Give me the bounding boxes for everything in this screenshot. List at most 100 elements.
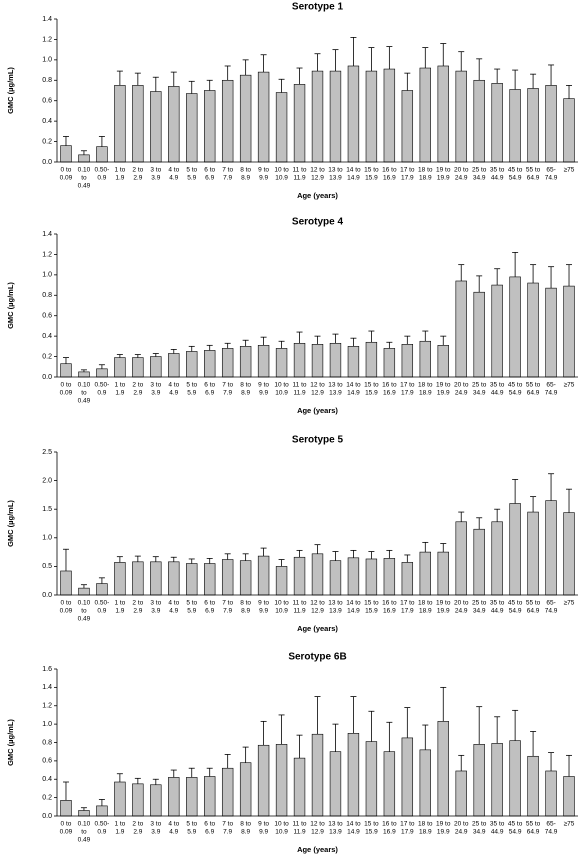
y-axis-title: GMC (µg/mL): [6, 500, 15, 547]
bar: [527, 511, 539, 596]
y-tick-label: 0.4: [42, 118, 52, 125]
x-tick-label: 19 to: [436, 382, 451, 389]
x-tick-label: 35 to: [490, 600, 505, 607]
x-tick-label: 5.9: [187, 390, 196, 397]
bar: [347, 557, 360, 596]
bar: [114, 781, 126, 817]
x-tick-label: ≥75: [564, 821, 575, 828]
x-tick-label: 3 to: [150, 821, 161, 828]
x-tick-label: 11 to: [293, 167, 307, 174]
bar: [563, 285, 575, 378]
x-tick-label: 16 to: [382, 821, 397, 828]
x-tick-label: 19.9: [437, 390, 450, 397]
y-tick-label: 0.5: [42, 563, 52, 570]
x-tick-label: 65-: [546, 821, 555, 828]
x-tick-label: 5.9: [187, 175, 196, 182]
x-tick-label: 45 to: [508, 821, 523, 828]
x-tick-label: 13.9: [329, 608, 342, 615]
bar: [275, 92, 288, 163]
x-tick-label: 16.9: [383, 175, 396, 182]
x-tick-label: 11.9: [293, 390, 306, 397]
x-tick-label: 0.10: [78, 821, 91, 828]
x-tick-label: 4.9: [169, 390, 178, 397]
x-tick-label: 12 to: [310, 821, 325, 828]
x-tick-label: 55 to: [526, 600, 541, 607]
x-tick-label: 74.9: [545, 829, 558, 836]
x-tick-label: 18.9: [419, 608, 432, 615]
x-tick-label: 12.9: [311, 390, 324, 397]
x-tick-label: 35 to: [490, 382, 505, 389]
x-tick-label: 0.10: [78, 382, 91, 389]
bar: [293, 556, 306, 596]
x-tick-label: 15 to: [364, 600, 379, 607]
bar: [473, 744, 485, 817]
x-tick-label: 15 to: [364, 821, 379, 828]
x-tick-label: 2 to: [132, 821, 143, 828]
y-tick-label: 0.2: [42, 353, 52, 360]
y-tick-label: 0.0: [42, 159, 52, 166]
bar: [168, 561, 180, 596]
x-tick-label: 15.9: [365, 829, 378, 836]
x-tick-label: 6.9: [205, 829, 214, 836]
bar: [293, 342, 306, 378]
x-tick-label: 9 to: [258, 821, 269, 828]
bar: [78, 587, 90, 596]
x-tick-label: 11 to: [293, 382, 307, 389]
x-tick-label: 13 to: [328, 382, 343, 389]
x-tick-label: 8.9: [241, 175, 250, 182]
bar: [419, 749, 431, 817]
x-tick-label: 1.9: [115, 175, 124, 182]
bar: [365, 558, 378, 596]
x-tick-label: 8 to: [240, 382, 251, 389]
x-tick-label: 54.9: [509, 390, 522, 397]
x-tick-label: 13.9: [329, 829, 342, 836]
x-tick-label: 17.9: [401, 829, 414, 836]
x-tick-label: 5 to: [186, 382, 197, 389]
bar: [455, 770, 467, 817]
bar: [491, 743, 503, 817]
x-tick-label: 6 to: [204, 167, 215, 174]
bar: [114, 85, 126, 163]
x-tick-label: 8 to: [240, 167, 251, 174]
x-tick-label: 44.9: [491, 829, 504, 836]
bar: [527, 88, 539, 163]
x-tick-label: 8.9: [241, 608, 250, 615]
y-tick-label: 0.8: [42, 77, 52, 84]
chart: Serotype 6B GMC (µg/mL) Age (years) 0.0 0.2 0…: [6, 652, 578, 854]
bar: [186, 351, 198, 378]
x-tick-label: 0 to: [61, 167, 72, 174]
x-tick-label: 0.09: [60, 175, 73, 182]
bar: [78, 154, 90, 163]
bar: [132, 783, 144, 817]
x-tick-label: 13 to: [328, 600, 343, 607]
x-tick-label: 13 to: [328, 821, 343, 828]
x-tick-label: 5 to: [186, 167, 197, 174]
bar: [204, 776, 216, 817]
x-tick-label: 19 to: [436, 821, 451, 828]
x-tick-label: 16.9: [383, 390, 396, 397]
x-tick-label: 0.50-: [94, 821, 109, 828]
bar: [509, 503, 521, 596]
x-tick-label: 14.9: [347, 390, 360, 397]
bar: [221, 767, 234, 817]
bar: [491, 284, 503, 378]
bar: [509, 276, 521, 378]
bar: [401, 90, 414, 163]
x-tick-label: 24.9: [455, 390, 468, 397]
x-tick-label: 2.9: [133, 829, 142, 836]
x-tick-label: to: [81, 390, 87, 397]
bar: [186, 563, 198, 596]
bar: [150, 784, 162, 817]
x-tick-label: 7.9: [223, 175, 232, 182]
bar: [96, 368, 108, 378]
bar: [221, 348, 234, 378]
bar: [168, 777, 180, 817]
bar: [563, 98, 575, 163]
bar: [419, 551, 431, 596]
bar: [419, 67, 431, 163]
y-tick-label: 1.6: [42, 666, 52, 673]
x-tick-label: 1 to: [114, 821, 125, 828]
x-tick-label: 64.9: [527, 829, 540, 836]
x-tick-label: 10.9: [275, 829, 288, 836]
x-tick-label: 12 to: [310, 600, 325, 607]
